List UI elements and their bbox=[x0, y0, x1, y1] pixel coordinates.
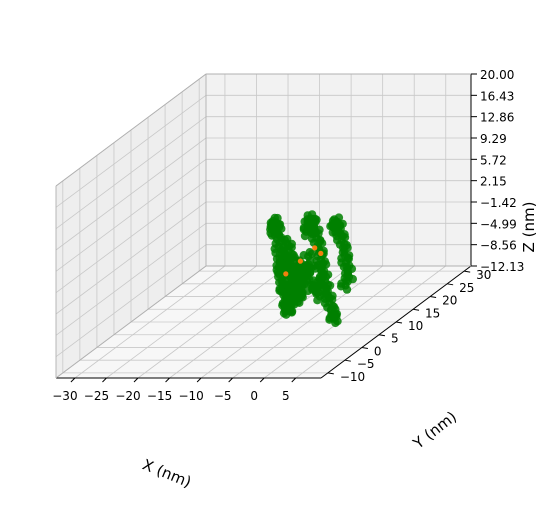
scatter-point-green bbox=[299, 251, 308, 260]
z-tick-label: 9.29 bbox=[480, 132, 507, 146]
y-axis-title: Y (nm) bbox=[409, 408, 460, 453]
y-tick-label: 30 bbox=[476, 268, 491, 282]
scatter-point-green bbox=[307, 249, 317, 259]
scatter-point-orange bbox=[318, 250, 324, 256]
scatter-point-green bbox=[314, 229, 323, 238]
scatter-point-green bbox=[331, 310, 341, 319]
x-tick-label: −25 bbox=[84, 389, 109, 403]
x-tick-label: −20 bbox=[115, 389, 140, 403]
scatter-point-green bbox=[277, 224, 286, 233]
y-tick-label: 5 bbox=[391, 332, 399, 346]
scatter-point-green bbox=[332, 218, 341, 227]
z-tick-label: 2.15 bbox=[480, 175, 507, 189]
z-tick-label: −1.42 bbox=[480, 196, 517, 210]
x-tick-label: 5 bbox=[282, 389, 290, 403]
x-tick-labels: −30 −25 −20 −15 −10 −5 0 5 bbox=[52, 377, 297, 403]
y-tick-label: 15 bbox=[425, 306, 440, 320]
scatter-point-green bbox=[337, 279, 346, 288]
scatter-point-green bbox=[288, 253, 297, 263]
z-tick-label: −4.99 bbox=[480, 217, 517, 231]
y-tick-label: 0 bbox=[374, 344, 382, 358]
z-tick-label: −8.56 bbox=[480, 239, 517, 253]
scatter-point-green bbox=[303, 286, 313, 296]
scatter-point-green bbox=[309, 221, 319, 231]
x-tick-label: 0 bbox=[250, 389, 258, 403]
scatter-point-green bbox=[286, 307, 295, 316]
scatter-point-green bbox=[313, 296, 322, 305]
x-tick-label: −5 bbox=[214, 389, 232, 403]
scatter-point-green bbox=[317, 276, 326, 285]
axis-lines bbox=[55, 73, 472, 379]
x-axis-title: X (nm) bbox=[140, 455, 194, 491]
x-tick-label: −15 bbox=[147, 389, 172, 403]
scatter-point-green bbox=[287, 243, 296, 252]
scatter-point-green bbox=[328, 295, 337, 304]
scatter-point-orange bbox=[312, 245, 318, 251]
z-tick-labels: −12.13 −8.56 −4.99 −1.42 2.15 5.72 9.29 12.86 16… bbox=[471, 68, 524, 274]
z-tick-label: −12.13 bbox=[480, 260, 524, 274]
y-tick-label: 10 bbox=[408, 319, 423, 333]
scatter-point-green bbox=[283, 234, 292, 244]
scatter-point-green bbox=[273, 213, 282, 223]
scatter-point-green bbox=[276, 258, 285, 267]
scatter-point-green bbox=[340, 246, 349, 255]
scatter-point-green bbox=[340, 233, 350, 242]
z-tick-label: 12.86 bbox=[480, 111, 514, 125]
scatter-point-green bbox=[344, 254, 353, 263]
z-tick-label: 5.72 bbox=[480, 153, 507, 167]
scatter-point-green bbox=[336, 224, 345, 234]
z-tick-label: 16.43 bbox=[480, 89, 514, 103]
scatter-point-green bbox=[321, 260, 331, 269]
scatter-point-green bbox=[331, 318, 340, 328]
scatter-point-orange bbox=[283, 271, 289, 277]
y-tick-label: 25 bbox=[459, 281, 474, 295]
scatter-point-green bbox=[305, 268, 315, 278]
scatter-point-green bbox=[343, 277, 352, 286]
x-tick-label: −30 bbox=[52, 389, 77, 403]
z-tick-label: 20.00 bbox=[480, 68, 514, 82]
x-tick-label: −10 bbox=[178, 389, 203, 403]
scatter-point-orange bbox=[297, 258, 303, 264]
y-tick-label: −5 bbox=[357, 357, 375, 371]
y-tick-label: 20 bbox=[442, 294, 457, 308]
data-points bbox=[266, 210, 357, 328]
scatter-point-green bbox=[308, 276, 318, 285]
scatter-point-green bbox=[335, 240, 345, 249]
scatter-point-green bbox=[270, 231, 280, 240]
scatter-point-green bbox=[342, 285, 352, 294]
scatter-point-green bbox=[284, 260, 293, 269]
y-tick-label: −10 bbox=[340, 370, 365, 384]
z-axis-title: Z (nm) bbox=[520, 202, 538, 253]
